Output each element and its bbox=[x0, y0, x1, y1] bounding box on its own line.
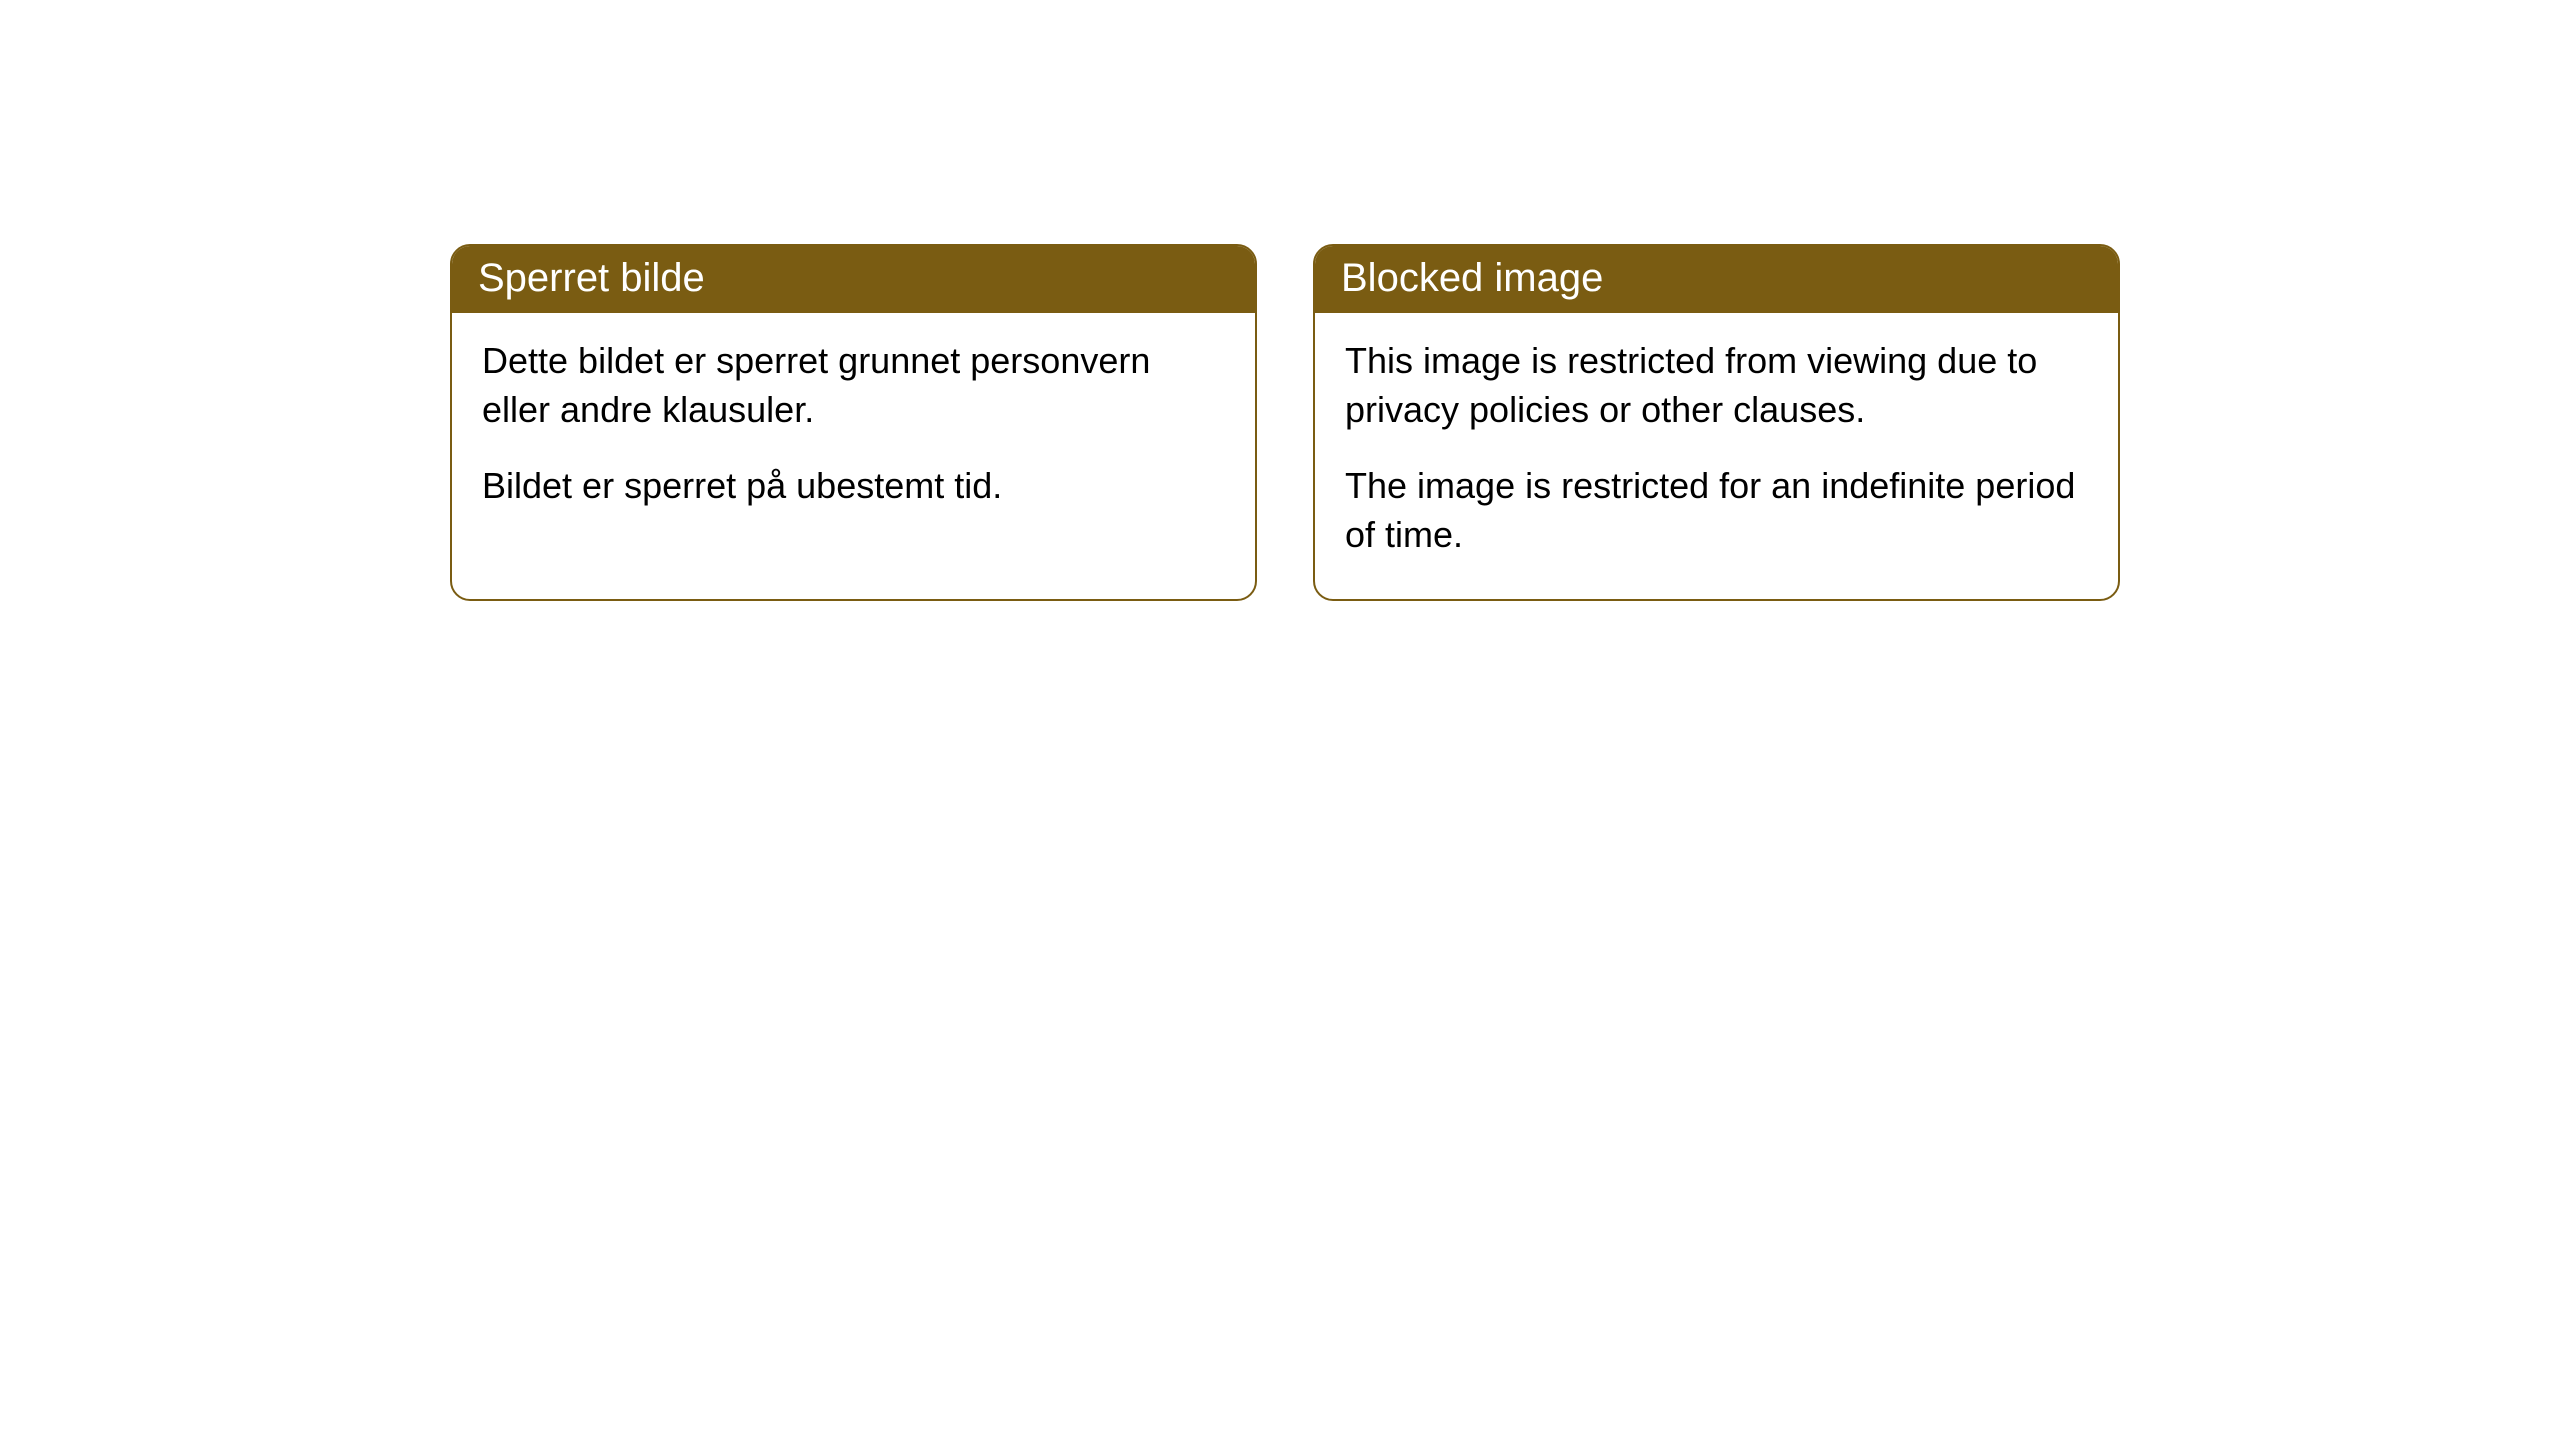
card-title: Blocked image bbox=[1315, 246, 2118, 313]
card-body: This image is restricted from viewing du… bbox=[1315, 313, 2118, 599]
blocked-image-card-english: Blocked image This image is restricted f… bbox=[1313, 244, 2120, 601]
card-paragraph: This image is restricted from viewing du… bbox=[1345, 337, 2088, 434]
cards-container: Sperret bilde Dette bildet er sperret gr… bbox=[0, 0, 2560, 601]
card-paragraph: Bildet er sperret på ubestemt tid. bbox=[482, 462, 1225, 511]
card-title: Sperret bilde bbox=[452, 246, 1255, 313]
card-body: Dette bildet er sperret grunnet personve… bbox=[452, 313, 1255, 551]
card-paragraph: Dette bildet er sperret grunnet personve… bbox=[482, 337, 1225, 434]
blocked-image-card-norwegian: Sperret bilde Dette bildet er sperret gr… bbox=[450, 244, 1257, 601]
card-paragraph: The image is restricted for an indefinit… bbox=[1345, 462, 2088, 559]
